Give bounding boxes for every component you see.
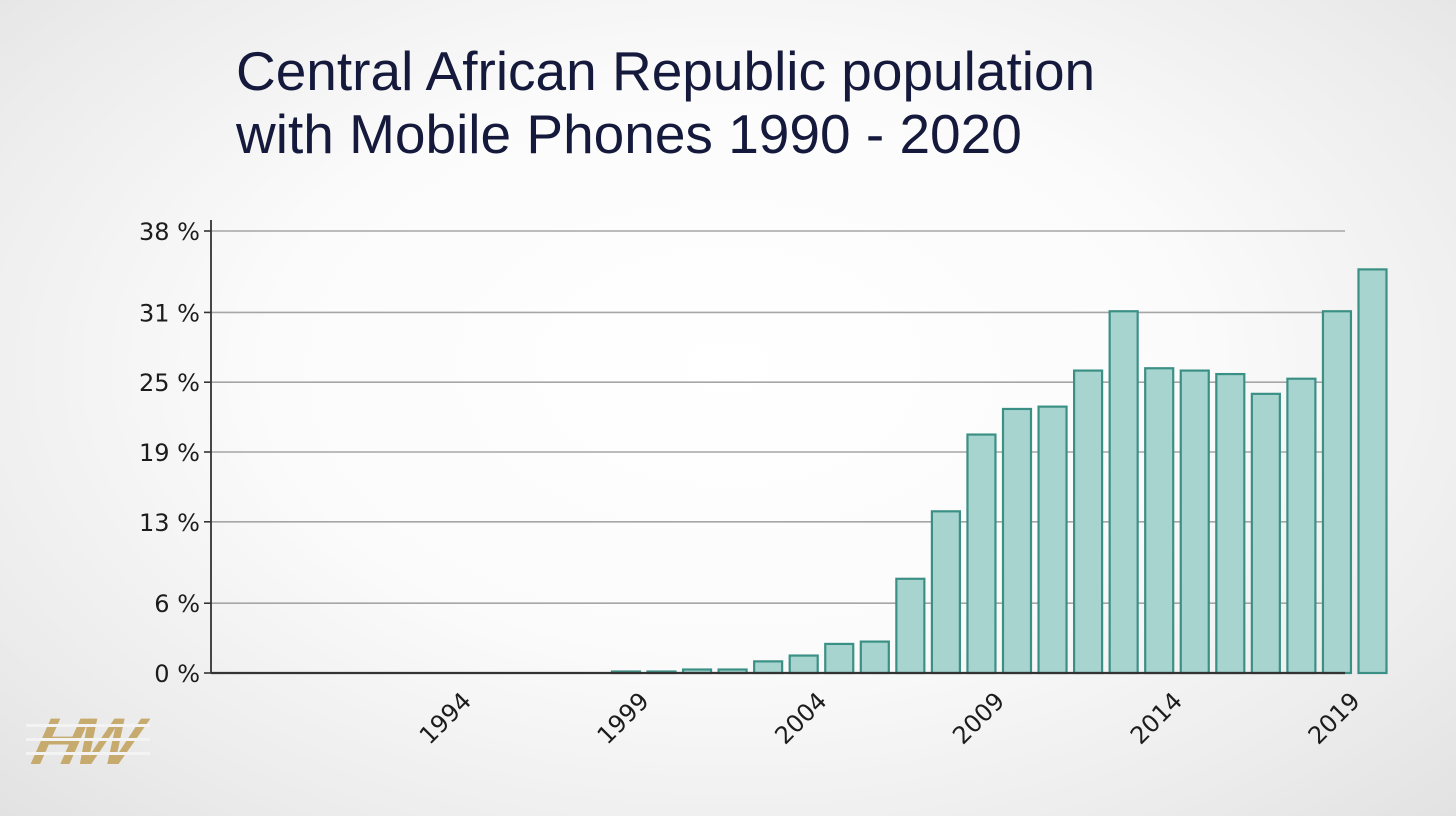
bar [895, 577, 926, 675]
y-tick-label: 25 % [139, 369, 200, 397]
x-tick-label: 2009 [947, 687, 1010, 750]
x-tick-label: 2004 [769, 687, 832, 750]
x-tick-label: 2014 [1125, 687, 1188, 750]
x-tick-label: 1994 [414, 687, 477, 750]
y-tick-label: 19 % [139, 439, 200, 467]
chart-title-line-1: Central African Republic population [236, 40, 1096, 102]
chart-title-line-2: with Mobile Phones 1990 - 2020 [236, 103, 1022, 165]
bar [1001, 407, 1033, 675]
axes [210, 220, 1345, 675]
bar [1144, 367, 1175, 675]
bar [1072, 369, 1104, 675]
bar [930, 510, 962, 675]
x-axis-tick-labels: 1994 1999 2004 2009 2014 2019 [414, 687, 1366, 750]
bar [1179, 369, 1210, 675]
hw-logo: HW [26, 706, 150, 772]
x-tick-label: 2019 [1303, 687, 1366, 750]
bar [1215, 372, 1246, 675]
chart-title: Central African Republic population with… [236, 40, 1095, 166]
y-axis-tick-labels: 0 % 6 % 13 % 19 % 25 % 31 % 38 % [139, 218, 200, 688]
y-tick-label: 31 % [139, 299, 200, 327]
bar [1037, 405, 1068, 675]
y-tick-label: 38 % [139, 218, 200, 246]
bar [788, 654, 819, 675]
bar [1357, 268, 1388, 675]
bar [859, 640, 890, 675]
bar [1286, 377, 1317, 675]
y-tick-label: 6 % [154, 590, 200, 618]
y-tick-label: 13 % [139, 509, 200, 537]
bar [1321, 310, 1353, 675]
x-tick-label: 1999 [592, 687, 655, 750]
bar [824, 642, 855, 675]
bar [1108, 310, 1139, 675]
bar [753, 660, 784, 675]
y-tick-label: 0 % [154, 660, 200, 688]
bar [1250, 392, 1281, 675]
bar [966, 433, 997, 675]
bars [610, 268, 1388, 675]
